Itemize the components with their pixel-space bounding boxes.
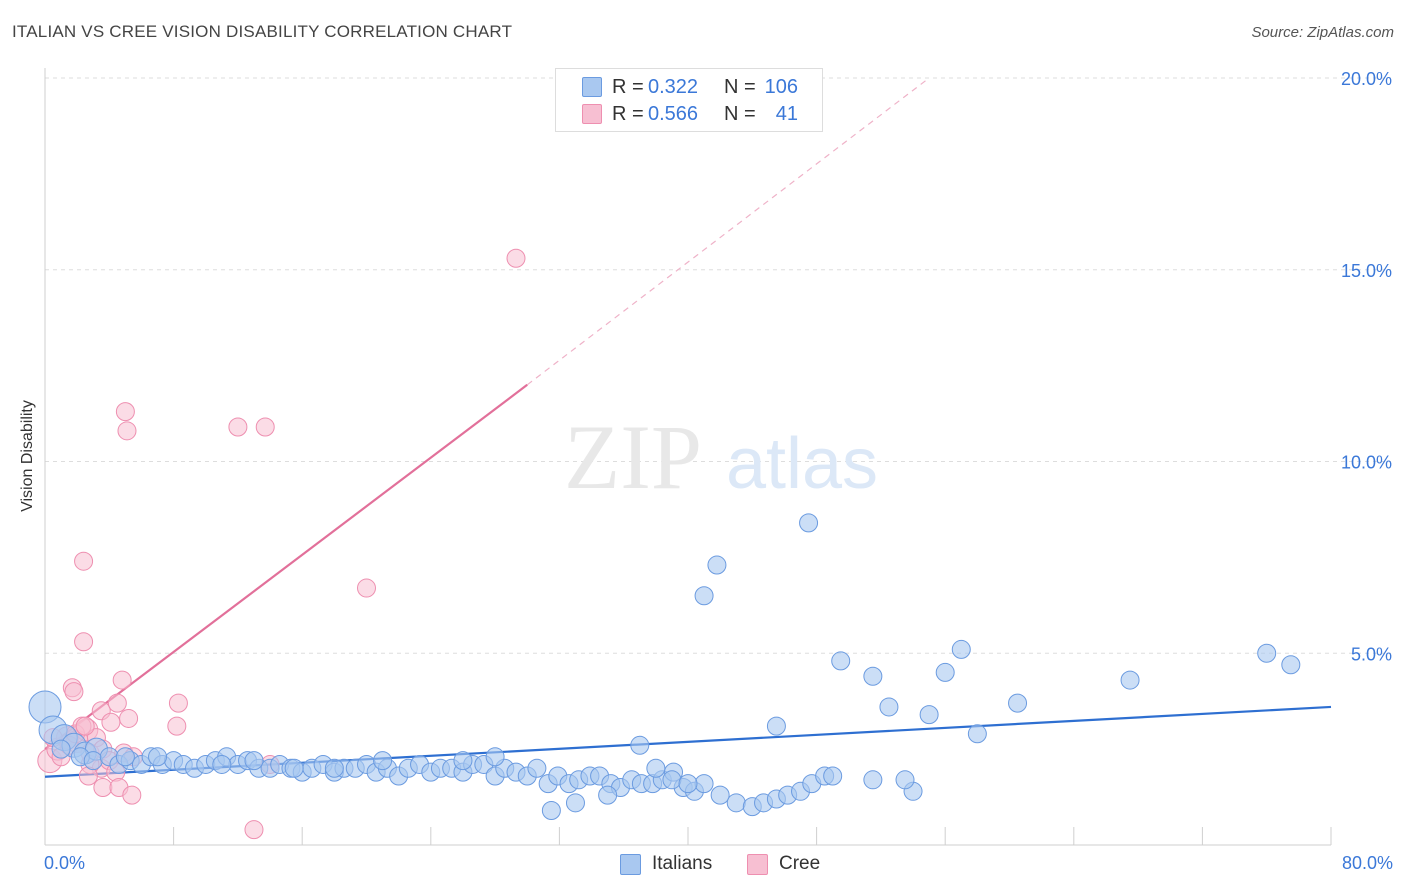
italians-point [1008,693,1028,713]
cree-trend-extension [526,77,930,386]
italians-point [919,705,939,725]
cree-swatch [582,104,602,124]
italians-point [527,758,547,778]
italians-point [244,751,264,771]
watermark-zip: ZIP [564,406,702,508]
italians-point [678,774,698,794]
italians-point [212,754,232,774]
source-credit: Source: ZipAtlas.com [1251,24,1394,41]
y-tick-label: 5.0% [1351,644,1392,664]
cree-point [75,716,95,736]
italians-point [453,751,473,771]
italians-point [1120,670,1140,690]
italians-point [935,662,955,682]
italians-legend-swatch [620,854,641,875]
italians-n-value: 106 [764,76,798,98]
cree-n-value: 41 [775,103,798,125]
italians-point [373,751,393,771]
grid-lines [45,77,1391,654]
tick-labels: 5.0% 10.0% 15.0% 20.0% 0.0% 80.0% [44,69,1393,873]
italians-point [630,735,650,755]
cree-point [101,712,121,732]
cree-point [357,578,376,598]
cree-point [255,417,275,437]
italians-point [148,747,168,767]
italians-point [83,751,103,771]
cree-point [119,708,139,728]
italians-point [51,739,71,759]
italians-point [863,666,883,686]
cree-point [122,785,142,805]
italians-point [879,697,899,717]
italians-point [694,774,714,794]
italians-point [967,724,987,744]
italians-point [1281,655,1301,675]
italians-points [28,513,1301,820]
italians-point [115,747,135,767]
cree-legend-swatch [747,854,768,875]
cree-r-value: 0.566 [648,103,699,125]
cree-point [168,693,188,713]
italians-point [823,766,843,786]
italians-point [895,770,915,790]
italians-point [951,639,971,659]
italians-r-label: R = [612,76,644,98]
italians-point [726,793,746,813]
italians-legend-label: Italians [652,853,713,874]
x-tick-label: 80.0% [1342,853,1393,873]
correlation-stats-box: R = 0.322 N = 106 R = 0.566 N = 41 [555,68,823,132]
cree-legend-label: Cree [779,853,821,874]
italians-swatch [582,77,602,97]
italians-point [831,651,851,671]
cree-n-label: N = [724,103,756,125]
italians-point [598,785,618,805]
watermark-atlas: atlas [726,424,878,504]
italians-point [485,747,505,767]
cree-point [74,551,94,571]
cree-point [93,777,113,797]
italians-point [710,785,730,805]
italians-point [1257,643,1277,663]
italians-point [766,716,786,736]
cree-point [112,670,132,690]
cree-point [228,417,248,437]
italians-point [324,758,344,778]
cree-point [244,820,264,840]
cree-point [74,632,94,652]
chart-title: ITALIAN VS CREE VISION DISABILITY CORREL… [12,22,513,41]
cree-point [107,693,127,713]
italians-r-value: 0.322 [648,76,699,98]
italians-point [662,770,682,790]
italians-point [646,758,666,778]
y-tick-label: 20.0% [1341,69,1392,89]
watermark: ZIP atlas [564,406,878,508]
cree-point [115,402,135,422]
italians-point [799,513,819,533]
italians-point [863,770,883,790]
y-tick-label: 15.0% [1341,261,1392,281]
cree-point [64,682,84,702]
italians-n-label: N = [724,76,756,98]
italians-point [284,758,304,778]
italians-point [565,793,585,813]
italians-point [541,800,561,820]
cree-point [117,421,137,441]
cree-point [167,716,187,736]
x-tick-label: 0.0% [44,853,85,873]
y-tick-label: 10.0% [1341,453,1392,473]
cree-point [506,248,526,268]
cree-r-label: R = [612,103,644,125]
italians-point [707,555,727,575]
italians-point [694,586,714,606]
